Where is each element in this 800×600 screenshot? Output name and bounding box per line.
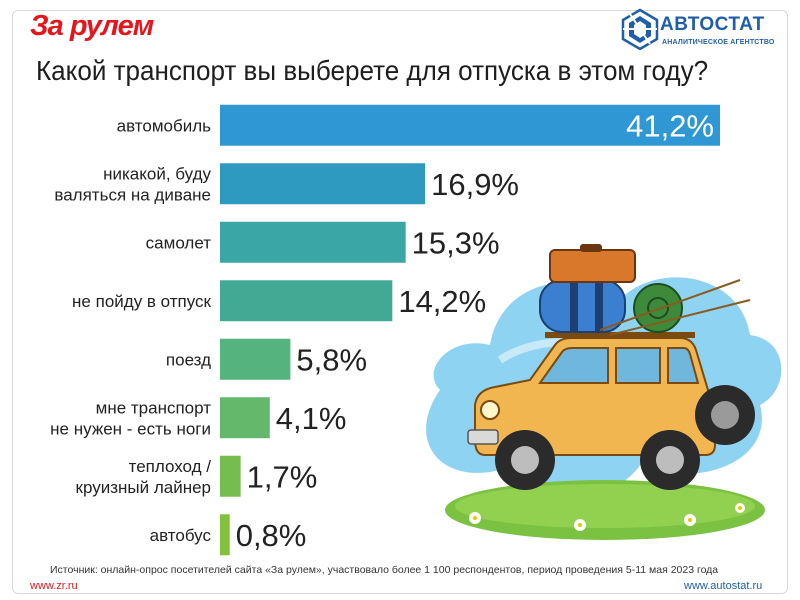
bar-7 [220,514,230,556]
autostat-logo: АВТОСТАТ АНАЛИТИЧЕСКОЕ АГЕНТСТВО [620,8,780,54]
autostat-emblem-icon [621,8,659,51]
car-with-luggage-illustration [426,244,782,540]
category-label-6: теплоход / круизный лайнер [76,457,212,497]
category-label-5: мне транспорт не нужен - есть ноги [50,398,211,438]
bar-6 [220,455,241,497]
autostat-subtitle: АНАЛИТИЧЕСКОЕ АГЕНТСТВО [662,39,775,46]
value-label-2: 15,3% [412,225,500,260]
zr-logo: За рулем [30,10,154,42]
category-label-3: не пойду в отпуск [72,292,212,311]
autostat-name: АВТОСТАТ [660,14,765,35]
category-label-4: поезд [166,350,211,369]
bar-4 [220,338,291,380]
value-label-4: 5,8% [296,342,367,377]
zr-url-link[interactable]: www.zr.ru [30,580,78,592]
value-label-7: 0,8% [236,518,307,553]
category-label-2: самолет [146,233,212,252]
value-label-5: 4,1% [276,401,347,436]
bar-2 [220,221,406,263]
category-label-1: никакой, буду валяться на диване [54,164,211,204]
infographic-frame [12,10,788,594]
source-note: Источник: онлайн-опрос посетителей сайта… [50,564,719,576]
bar-0 [220,104,720,146]
bar-5 [220,397,270,439]
bar-3 [220,280,393,322]
category-label-7: автобус [150,526,212,545]
value-label-6: 1,7% [247,459,318,494]
value-label-1: 16,9% [431,167,519,202]
category-label-0: автомобиль [117,116,211,135]
value-label-3: 14,2% [398,284,486,319]
chart-title: Какой транспорт вы выберете для отпуска … [36,55,709,86]
bar-1 [220,163,426,205]
autostat-url-link[interactable]: www.autostat.ru [684,580,763,592]
value-label-0: 41,2% [626,108,714,143]
